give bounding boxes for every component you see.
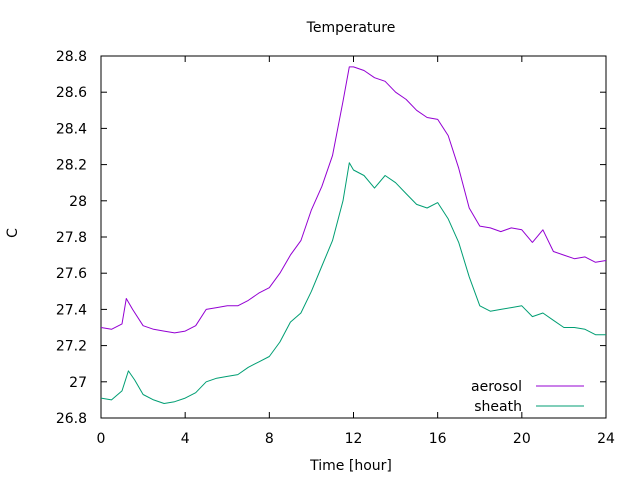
y-tick-label: 28 (69, 194, 87, 210)
x-tick-labels: 0 4 8 12 16 20 24 (97, 431, 615, 447)
series-lines (100, 66, 607, 404)
y-tick-label: 26.8 (56, 411, 87, 427)
x-axis-label: Time [hour] (309, 458, 392, 474)
y-tick-label: 27.4 (56, 302, 87, 318)
axis-ticks (100, 55, 607, 419)
y-tick-label: 27.8 (56, 230, 87, 246)
x-tick-label: 4 (181, 431, 190, 447)
y-tick-label: 27.2 (56, 339, 87, 355)
x-tick-label: 12 (345, 431, 363, 447)
series-line-aerosol (100, 66, 607, 334)
y-axis-label: C (5, 228, 21, 238)
y-tick-label: 28.2 (56, 158, 87, 174)
legend: aerosol sheath (471, 379, 584, 415)
y-tick-label: 27.6 (56, 266, 87, 282)
y-tick-labels: 26.8 27 27.2 27.4 27.6 27.8 28 28.2 28.4 28.6 28.8 (56, 49, 87, 427)
x-tick-label: 24 (597, 431, 615, 447)
y-tick-label: 28.4 (56, 121, 87, 137)
x-tick-label: 8 (265, 431, 274, 447)
legend-label-sheath: sheath (474, 399, 522, 415)
plot-frame (100, 55, 607, 419)
legend-label-aerosol: aerosol (471, 379, 522, 395)
series-line-sheath (100, 162, 606, 404)
chart-title: Temperature (306, 20, 396, 36)
y-tick-label: 27 (69, 375, 87, 391)
y-tick-label: 28.8 (56, 49, 87, 65)
x-tick-label: 0 (97, 431, 106, 447)
x-tick-label: 16 (429, 431, 447, 447)
y-tick-label: 28.6 (56, 85, 87, 101)
x-tick-label: 20 (513, 431, 531, 447)
